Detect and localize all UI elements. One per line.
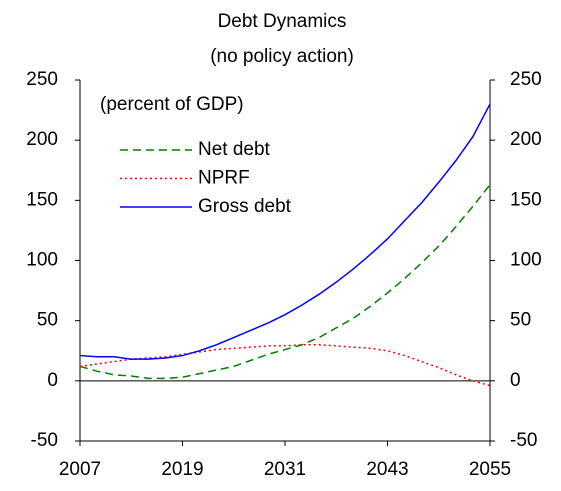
y2-tick-label: 200: [510, 129, 542, 150]
y2-tick-label: -50: [510, 430, 537, 451]
x-tick-label: 2007: [59, 459, 101, 480]
y-tick-label: -50: [31, 430, 58, 451]
y-tick-label: 0: [47, 370, 58, 391]
chart-title: Debt Dynamics: [218, 11, 347, 32]
y2-tick-label: 100: [510, 250, 542, 271]
y-tick-label: 150: [26, 189, 58, 210]
x-tick-label: 2019: [161, 459, 203, 480]
series-line: [79, 103, 491, 360]
legend-label: Gross debt: [198, 196, 292, 217]
y2-tick-label: 0: [510, 370, 521, 391]
legend-label: Net debt: [198, 139, 271, 160]
series-line: [79, 343, 491, 387]
series-line: [79, 184, 491, 380]
chart-subtitle: (no policy action): [210, 46, 354, 67]
y2-tick-label: 50: [510, 310, 531, 331]
y-tick-label: 200: [26, 129, 58, 150]
x-tick-label: 2055: [469, 459, 511, 480]
legend-label: NPRF: [198, 168, 250, 189]
y-tick-label: 250: [26, 69, 58, 90]
x-tick-label: 2031: [264, 459, 306, 480]
annotation: (percent of GDP): [100, 94, 244, 115]
y-tick-label: 50: [37, 310, 58, 331]
y2-tick-label: 150: [510, 189, 542, 210]
y-tick-label: 100: [26, 250, 58, 271]
x-tick-label: 2043: [366, 459, 408, 480]
y2-tick-label: 250: [510, 69, 542, 90]
